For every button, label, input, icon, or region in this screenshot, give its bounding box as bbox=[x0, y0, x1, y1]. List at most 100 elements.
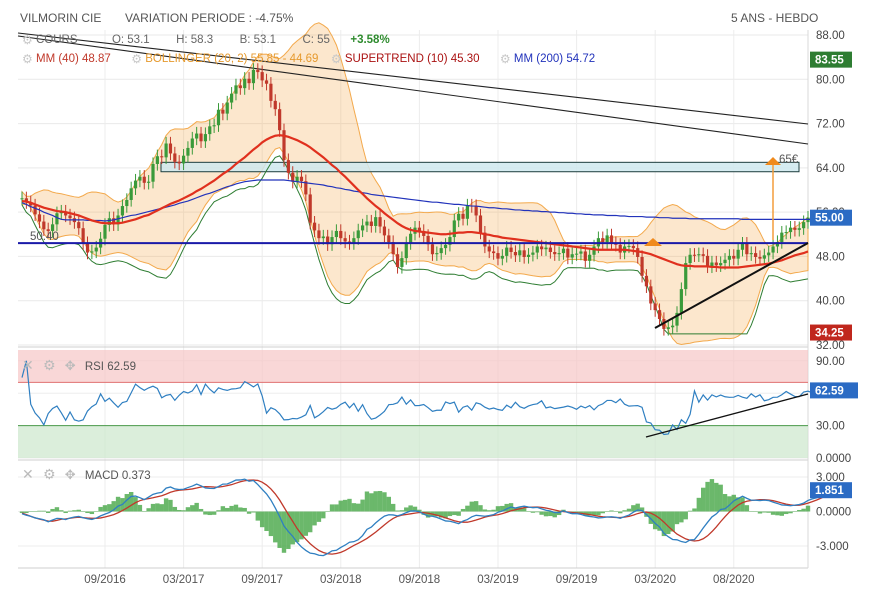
rsi-legend: ✕ ⚙ ✥ RSI 62.59 bbox=[22, 357, 136, 374]
low-label: B: bbox=[239, 34, 251, 46]
candles bbox=[20, 63, 810, 336]
macd-hist-bar bbox=[207, 511, 212, 516]
macd-hist-bar bbox=[229, 505, 234, 512]
candle-body bbox=[50, 224, 55, 231]
macd-hist-bar bbox=[356, 503, 361, 512]
close-icon[interactable]: ✕ bbox=[22, 357, 34, 373]
gear-icon[interactable]: ⚙ bbox=[42, 466, 56, 482]
macd-line bbox=[21, 478, 835, 557]
supertrend-tag: 34.25 bbox=[815, 328, 844, 340]
move-icon[interactable]: ✥ bbox=[64, 467, 76, 482]
cours-label: COURS bbox=[36, 34, 78, 46]
macd-hist-bar bbox=[41, 510, 47, 512]
target-arrow-head bbox=[765, 157, 781, 165]
macd-hist-bar bbox=[185, 507, 191, 512]
macd-hist-bar bbox=[76, 509, 81, 512]
candle-body bbox=[24, 198, 28, 203]
macd-hist-bar bbox=[194, 502, 199, 512]
macd-hist-bar bbox=[749, 510, 754, 512]
candle-body bbox=[260, 72, 264, 81]
candle-body bbox=[797, 228, 801, 230]
macd-hist-bar bbox=[622, 510, 627, 512]
move-icon[interactable]: ✥ bbox=[64, 358, 76, 373]
macd-hist-bar bbox=[639, 507, 645, 512]
candle-body bbox=[90, 251, 94, 253]
supertrend-legend[interactable]: ⚙ SUPERTREND (10) 45.30 bbox=[331, 53, 480, 65]
candle-body bbox=[85, 243, 90, 253]
gear-icon[interactable]: ⚙ bbox=[22, 52, 33, 66]
bollinger-label: BOLLINGER (20, 2) bbox=[145, 53, 248, 65]
macd-hist-bar bbox=[286, 511, 291, 549]
candle-body bbox=[492, 251, 496, 254]
rising-trend-line bbox=[654, 242, 809, 329]
gear-icon[interactable]: ⚙ bbox=[131, 52, 142, 66]
macd-hist-bar bbox=[290, 511, 295, 545]
cours-legend[interactable]: ⚙ COURS bbox=[22, 34, 78, 46]
macd-hist-bar bbox=[382, 492, 387, 512]
candle-body bbox=[409, 233, 413, 244]
rsi-tag: 62.59 bbox=[815, 385, 844, 397]
macd-hist-bar bbox=[613, 510, 619, 512]
x-tick-label: 09/2016 bbox=[84, 574, 126, 586]
candle-body bbox=[771, 246, 775, 253]
candle-body bbox=[404, 243, 408, 259]
bollinger-legend[interactable]: ⚙ BOLLINGER (20, 2) 55.85 - 44.69 bbox=[131, 53, 318, 65]
candle-body bbox=[457, 213, 461, 221]
macd-hist-bar bbox=[316, 511, 322, 522]
macd-hist-bar bbox=[163, 498, 169, 512]
candle-body bbox=[46, 229, 50, 231]
gear-icon[interactable]: ⚙ bbox=[42, 357, 56, 373]
candle-body bbox=[20, 198, 24, 200]
candle-body bbox=[666, 327, 670, 329]
candle-body bbox=[675, 312, 679, 326]
supertrend-label: SUPERTREND (10) bbox=[344, 53, 448, 65]
variation-value: -4.75% bbox=[255, 11, 294, 25]
macd-hist-bar bbox=[548, 511, 553, 517]
macd-hist-bar bbox=[412, 506, 418, 512]
candle-body bbox=[758, 256, 762, 259]
candle-body bbox=[439, 248, 443, 254]
macd-y-tick-label: 3.000 bbox=[816, 472, 845, 484]
macd-hist-bar bbox=[609, 510, 614, 512]
x-tick-label: 09/2017 bbox=[241, 574, 283, 586]
x-tick-label: 03/2020 bbox=[634, 574, 676, 586]
macd-legend: ✕ ⚙ ✥ MACD 0.373 bbox=[22, 466, 151, 483]
gear-icon[interactable]: ⚙ bbox=[499, 52, 511, 66]
macd-hist-bar bbox=[766, 511, 771, 513]
trend-line-lower bbox=[17, 35, 809, 145]
macd-hist-bar bbox=[225, 507, 230, 512]
macd-hist-bar bbox=[251, 511, 256, 513]
mm40-legend[interactable]: ⚙ MM (40) 48.87 bbox=[22, 53, 111, 65]
mm200-label: MM (200) bbox=[513, 53, 564, 65]
macd-hist-bar bbox=[460, 508, 466, 512]
macd-hist-bar bbox=[98, 506, 103, 512]
gear-icon[interactable]: ⚙ bbox=[22, 33, 33, 47]
macd-hist-bar bbox=[727, 496, 732, 512]
macd-hist-bar bbox=[369, 493, 374, 512]
mm200-legend[interactable]: ⚙ MM (200) 54.72 bbox=[500, 53, 595, 65]
variation-text: VARIATION PERIODE : bbox=[125, 11, 252, 25]
candle-body bbox=[557, 253, 561, 255]
macd-hist-bar bbox=[216, 510, 221, 512]
x-tick-label: 03/2019 bbox=[477, 574, 519, 586]
macd-hist-bar bbox=[744, 505, 750, 512]
macd-hist-bar bbox=[683, 511, 688, 520]
close-icon[interactable]: ✕ bbox=[22, 466, 34, 482]
candle-body bbox=[395, 254, 400, 267]
y-tick-label: 88.00 bbox=[816, 30, 845, 42]
rsi-tag-bg bbox=[810, 382, 858, 399]
candle-body bbox=[81, 228, 85, 244]
gear-icon[interactable]: ⚙ bbox=[330, 52, 342, 66]
rsi-line bbox=[21, 360, 818, 436]
macd-hist-bar bbox=[351, 503, 357, 512]
macd-hist-bar bbox=[792, 510, 798, 512]
macd-hist-bar bbox=[325, 510, 330, 512]
candle-body bbox=[186, 147, 190, 156]
macd-hist-bar bbox=[722, 494, 728, 512]
rsi-y-tick-label: 30.00 bbox=[816, 421, 845, 433]
candle-body bbox=[247, 78, 251, 84]
macd-hist-bar bbox=[679, 511, 684, 523]
macd-hist-bar bbox=[740, 497, 745, 512]
